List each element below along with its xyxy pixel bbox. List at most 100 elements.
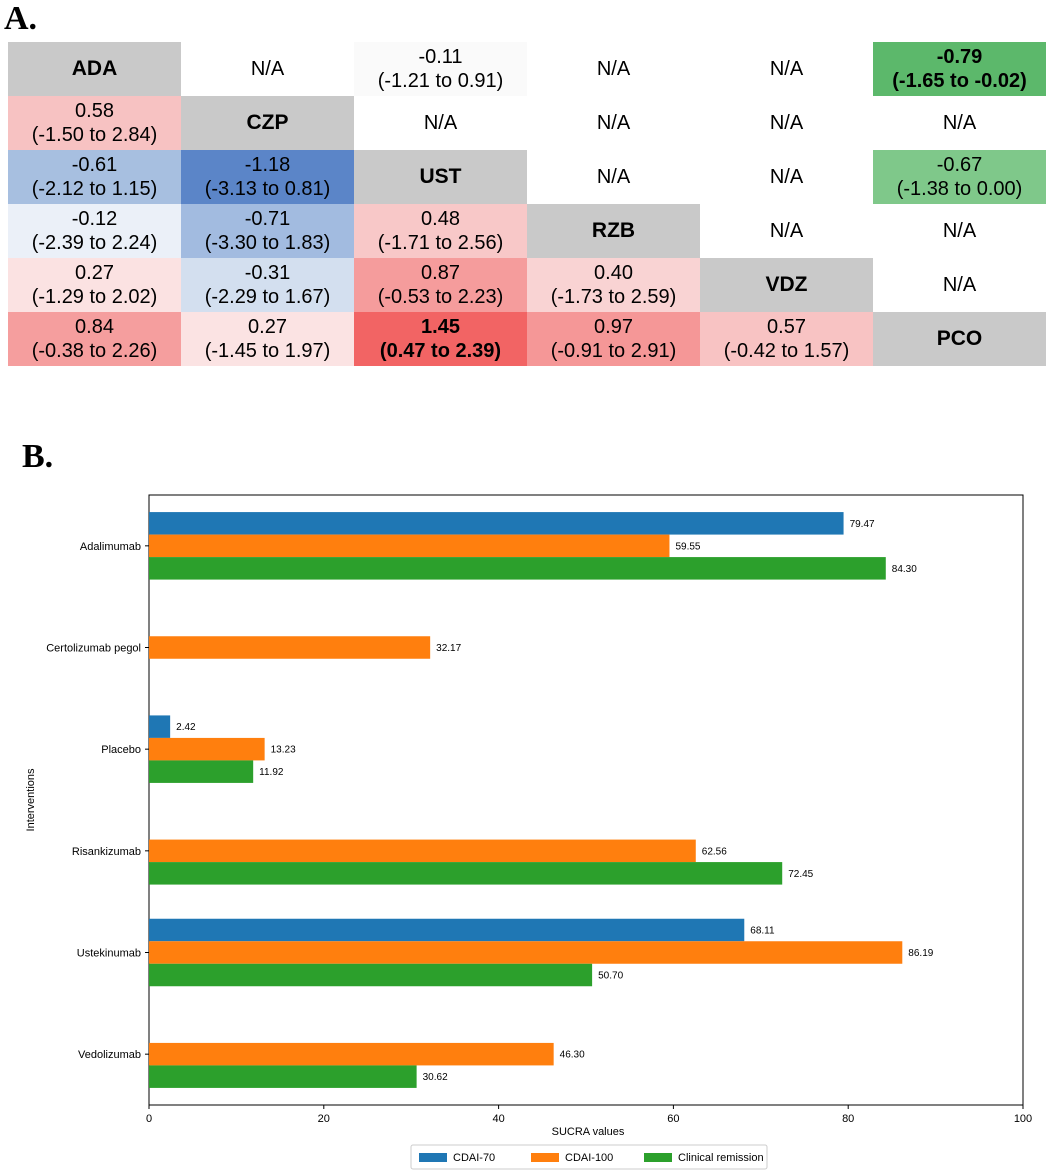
- cell-estimate: N/A: [769, 166, 804, 188]
- legend-label: Clinical remission: [678, 1152, 764, 1164]
- league-cell: N/A: [527, 42, 700, 96]
- x-tick-label: 40: [492, 1113, 504, 1125]
- bar-cdai-100: [149, 636, 431, 659]
- bar-cdai-70: [149, 918, 745, 942]
- cell-estimate: N/A: [596, 58, 631, 80]
- cell-interval: (-0.53 to 2.23): [377, 286, 504, 308]
- cell-estimate: 0.40: [594, 262, 633, 284]
- bar-value-label: 46.30: [560, 1050, 585, 1061]
- cell-estimate: 0.57: [767, 316, 806, 338]
- bar-value-label: 32.17: [436, 643, 461, 654]
- cell-estimate: 0.97: [594, 316, 633, 338]
- cell-estimate: N/A: [942, 220, 977, 242]
- bar-clinical-remission: [149, 760, 254, 783]
- y-tick-label: Certolizumab pegol: [46, 643, 141, 655]
- cell-estimate: N/A: [250, 58, 285, 80]
- bar-clinical-remission: [149, 862, 783, 885]
- league-cell: N/A: [527, 150, 700, 204]
- league-cell: N/A: [354, 96, 527, 150]
- league-cell: -1.18 (-3.13 to 0.81): [181, 150, 354, 204]
- league-cell: N/A: [700, 204, 873, 258]
- league-cell: -0.67 (-1.38 to 0.00): [873, 150, 1046, 204]
- bar-value-label: 11.92: [259, 767, 284, 778]
- bar-value-label: 72.45: [788, 869, 813, 880]
- cell-estimate: 0.58: [75, 100, 114, 122]
- cell-interval: (-1.50 to 2.84): [31, 124, 158, 146]
- cell-estimate: N/A: [942, 274, 977, 296]
- bar-value-label: 62.56: [702, 846, 727, 857]
- cell-estimate: -0.31: [244, 262, 291, 284]
- league-table: ADA N/A -0.11 (-1.21 to 0.91) N/A N/A -0.79 (-1…: [8, 42, 1050, 366]
- cell-estimate: N/A: [769, 220, 804, 242]
- cell-interval: (-1.38 to 0.00): [896, 178, 1023, 200]
- league-cell: 0.58 (-1.50 to 2.84): [8, 96, 181, 150]
- league-cell: 0.27 (-1.45 to 1.97): [181, 312, 354, 366]
- legend-swatch: [644, 1153, 672, 1162]
- cell-interval: (-0.91 to 2.91): [550, 340, 677, 362]
- league-cell: -0.11 (-1.21 to 0.91): [354, 42, 527, 96]
- treatment-header: UST: [354, 150, 527, 204]
- cell-estimate: 0.48: [421, 208, 460, 230]
- treatment-header: RZB: [527, 204, 700, 258]
- cell-estimate: 0.84: [75, 316, 114, 338]
- cell-interval: (-2.12 to 1.15): [31, 178, 158, 200]
- y-tick-label: Vedolizumab: [78, 1049, 141, 1061]
- cell-estimate: -0.79: [936, 46, 983, 68]
- cell-interval: (-1.73 to 2.59): [550, 286, 677, 308]
- cell-estimate: N/A: [942, 112, 977, 134]
- league-cell: 0.48 (-1.71 to 2.56): [354, 204, 527, 258]
- treatment-header: ADA: [8, 42, 181, 96]
- cell-interval: (-0.38 to 2.26): [31, 340, 158, 362]
- cell-interval: (-2.39 to 2.24): [31, 232, 158, 254]
- league-cell: N/A: [700, 42, 873, 96]
- cell-estimate: 0.27: [248, 316, 287, 338]
- cell-estimate: N/A: [769, 112, 804, 134]
- legend-box: [410, 1144, 768, 1170]
- bar-cdai-100: [149, 534, 670, 558]
- x-tick-label: 80: [842, 1113, 854, 1125]
- bar-cdai-70: [149, 715, 171, 738]
- bar-value-label: 59.55: [675, 541, 700, 552]
- bar-cdai-100: [149, 1042, 554, 1066]
- league-cell: -0.12 (-2.39 to 2.24): [8, 204, 181, 258]
- league-cell: 0.87 (-0.53 to 2.23): [354, 258, 527, 312]
- league-cell: -0.71 (-3.30 to 1.83): [181, 204, 354, 258]
- cell-estimate: 0.87: [421, 262, 460, 284]
- bar-cdai-70: [149, 512, 844, 535]
- x-tick-label: 20: [318, 1113, 330, 1125]
- cell-interval: (-1.29 to 2.02): [31, 286, 158, 308]
- y-tick-label: Adalimumab: [80, 541, 141, 553]
- cell-interval: (0.47 to 2.39): [379, 340, 502, 362]
- bar-value-label: 84.30: [892, 564, 917, 575]
- treatment-header: PCO: [873, 312, 1046, 366]
- league-cell: N/A: [527, 96, 700, 150]
- bar-value-label: 68.11: [750, 926, 775, 937]
- legend-swatch: [419, 1153, 447, 1162]
- cell-estimate: N/A: [596, 112, 631, 134]
- league-cell: N/A: [873, 96, 1046, 150]
- cell-estimate: -1.18: [244, 154, 291, 176]
- bar-value-label: 86.19: [908, 948, 933, 959]
- cell-estimate: -0.61: [71, 154, 118, 176]
- cell-estimate: N/A: [596, 166, 631, 188]
- cell-estimate: N/A: [423, 112, 458, 134]
- cell-interval: (-1.45 to 1.97): [204, 340, 331, 362]
- league-cell: -0.61 (-2.12 to 1.15): [8, 150, 181, 204]
- bar-clinical-remission: [149, 963, 593, 987]
- league-cell: 0.57 (-0.42 to 1.57): [700, 312, 873, 366]
- panel-a-label: A.: [4, 0, 38, 37]
- cell-interval: (-3.13 to 0.81): [204, 178, 331, 200]
- cell-interval: (-3.30 to 1.83): [204, 232, 331, 254]
- x-axis-label: SUCRA values: [552, 1126, 625, 1138]
- league-cell: 1.45 (0.47 to 2.39): [354, 312, 527, 366]
- cell-interval: (-2.29 to 1.67): [204, 286, 331, 308]
- bar-cdai-100: [149, 941, 903, 964]
- league-cell: 0.84 (-0.38 to 2.26): [8, 312, 181, 366]
- y-tick-label: Ustekinumab: [77, 948, 141, 960]
- league-cell: 0.27 (-1.29 to 2.02): [8, 258, 181, 312]
- plot-frame: [148, 494, 1024, 1106]
- league-cell: N/A: [700, 96, 873, 150]
- cell-estimate: 0.27: [75, 262, 114, 284]
- cell-interval: (-0.42 to 1.57): [723, 340, 850, 362]
- legend-swatch: [531, 1153, 559, 1162]
